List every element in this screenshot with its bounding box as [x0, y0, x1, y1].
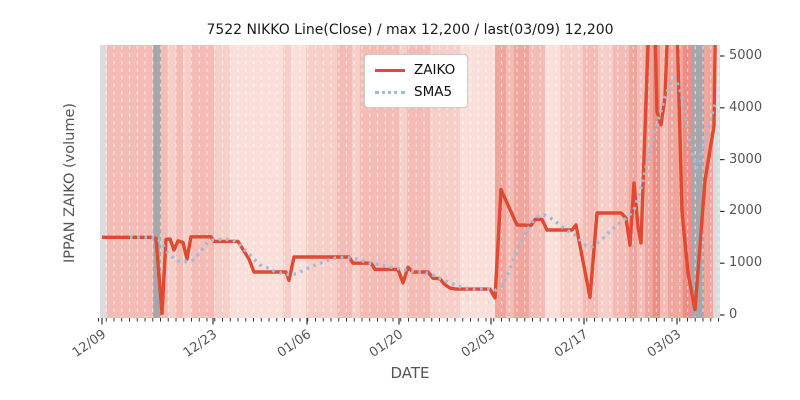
y-tick-label: 0	[729, 307, 738, 322]
zaiko-line	[102, 45, 717, 316]
y-tick-label: 4000	[729, 99, 763, 115]
background-band	[283, 45, 291, 318]
y-tick-label: 1000	[729, 255, 763, 271]
zaiko-line-swatch-icon	[375, 68, 405, 72]
y-tick-label: 5000	[729, 48, 763, 63]
y-tick-label: 2000	[729, 203, 763, 219]
background-band	[529, 45, 545, 318]
background-band	[506, 45, 514, 318]
background-band	[514, 45, 529, 318]
y-tick-label: 3000	[729, 151, 763, 167]
legend-label-zaiko: ZAIKO	[414, 62, 456, 78]
sma5-line	[130, 76, 717, 292]
background-band	[191, 45, 214, 318]
background-band	[176, 45, 183, 318]
background-band	[161, 45, 168, 318]
background-band	[168, 45, 176, 318]
chart-title: 7522 NIKKO Line(Close) / max 12,200 / la…	[206, 22, 614, 38]
sma5-dotted-swatch-icon	[375, 90, 405, 94]
background-band	[352, 45, 360, 318]
background-band	[495, 45, 506, 318]
background-band	[337, 45, 352, 318]
background-band	[598, 45, 613, 318]
legend-label-sma5: SMA5	[414, 84, 453, 100]
background-band	[153, 45, 161, 318]
background-band	[704, 45, 713, 318]
legend-item-sma5: SMA5	[375, 84, 455, 100]
background-band	[183, 45, 191, 318]
legend: ZAIKO SMA5	[364, 54, 469, 108]
background-band	[100, 45, 107, 318]
background-band	[399, 45, 407, 318]
legend-item-zaiko: ZAIKO	[375, 62, 455, 78]
y-axis-label: IPPAN ZAIKO (volume)	[62, 102, 78, 264]
background-band	[291, 45, 306, 318]
background-band	[713, 45, 720, 318]
background-band	[306, 45, 337, 318]
x-axis-label: DATE	[390, 364, 430, 382]
background-band	[613, 45, 629, 318]
background-band	[545, 45, 560, 318]
